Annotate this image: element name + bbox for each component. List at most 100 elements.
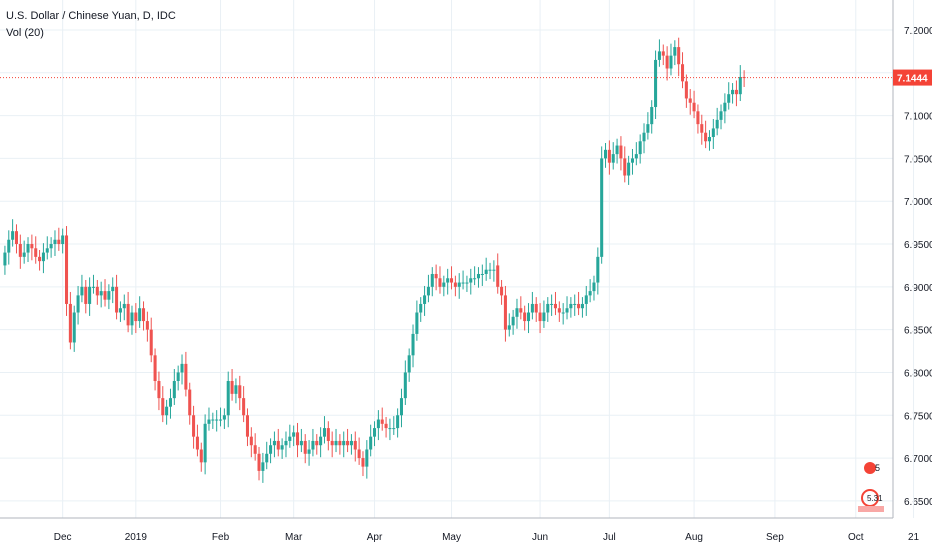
candle-body <box>322 428 326 437</box>
candle-body <box>226 381 230 416</box>
x-tick-label: Apr <box>367 532 383 543</box>
candle-body <box>219 419 223 421</box>
y-tick-label: 7.2000 <box>904 26 932 37</box>
candle-body <box>488 269 492 271</box>
event-marker-value: 5 <box>875 463 880 473</box>
candle-body <box>373 428 377 437</box>
candle-body <box>184 363 188 390</box>
candle-body <box>18 244 22 257</box>
indicator-label: Vol (20) <box>6 27 44 39</box>
candle-body <box>557 308 561 313</box>
candle-body <box>630 158 634 163</box>
candle-body <box>22 252 26 257</box>
symbol-title: U.S. Dollar / Chinese Yuan, D, IDC <box>6 10 176 22</box>
x-tick-label: Sep <box>766 532 784 543</box>
candle-body <box>376 419 380 429</box>
candle-body <box>719 111 723 120</box>
candle-body <box>303 440 307 454</box>
candle-body <box>700 124 704 133</box>
candle-body <box>68 303 72 343</box>
candle-body <box>272 440 276 446</box>
candle-body <box>353 440 357 450</box>
candle-body <box>515 308 519 317</box>
candle-body <box>296 432 300 446</box>
candle-body <box>180 363 184 373</box>
candle-body <box>265 453 269 463</box>
candle-body <box>527 312 531 322</box>
candle-body <box>326 428 330 441</box>
candle-body <box>661 51 665 56</box>
candle-body <box>168 398 172 407</box>
candle-body <box>334 440 338 446</box>
candle-body <box>234 385 238 394</box>
candle-body <box>311 440 315 450</box>
candle-body <box>172 381 176 399</box>
candle-body <box>503 295 507 330</box>
candle-body <box>734 89 738 95</box>
candle-body <box>484 269 488 274</box>
candle-body <box>14 231 18 245</box>
candle-body <box>627 162 631 176</box>
candle-body <box>492 269 496 271</box>
candle-body <box>45 248 49 253</box>
candle-body <box>654 59 658 108</box>
candle-body <box>692 102 696 112</box>
candle-body <box>423 295 427 304</box>
candle-body <box>11 231 15 240</box>
candle-body <box>157 381 161 399</box>
candle-body <box>450 278 454 283</box>
candle-body <box>30 244 34 249</box>
y-tick-label: 7.1000 <box>904 112 932 123</box>
candle-body <box>638 141 642 155</box>
candle-body <box>292 432 296 437</box>
candle-body <box>299 440 303 446</box>
candle-body <box>407 355 411 373</box>
candle-body <box>496 265 500 287</box>
candle-body <box>138 308 142 322</box>
candle-body <box>26 244 30 253</box>
candle-body <box>280 445 284 450</box>
candle-body <box>684 81 688 99</box>
y-tick-label: 6.9000 <box>904 283 932 294</box>
candle-body <box>519 308 523 313</box>
candle-body <box>584 295 588 304</box>
candle-body <box>419 303 423 313</box>
candle-body <box>611 154 615 163</box>
candle-body <box>438 278 442 287</box>
event-marker-sub: 5.31 <box>867 494 883 503</box>
candle-body <box>361 458 365 467</box>
x-tick-label: 21 <box>908 532 920 543</box>
candle-body <box>677 47 681 65</box>
candle-body <box>338 440 342 446</box>
candle-body <box>76 295 80 313</box>
candle-body <box>688 98 692 103</box>
candle-body <box>34 248 38 257</box>
candle-body <box>430 273 434 287</box>
candle-body <box>476 273 480 279</box>
candle-body <box>122 303 126 309</box>
candle-body <box>365 449 369 467</box>
candle-body <box>615 145 619 155</box>
candle-body <box>357 449 361 459</box>
candle-body <box>434 273 438 279</box>
candle-body <box>623 158 627 176</box>
candle-body <box>319 436 323 446</box>
candle-body <box>269 445 273 454</box>
candle-body <box>727 94 731 103</box>
candle-body <box>134 312 138 322</box>
candle-body <box>230 381 234 394</box>
candle-body <box>103 291 107 300</box>
y-tick-label: 6.9500 <box>904 240 932 251</box>
candle-body <box>245 415 249 437</box>
candle-body <box>41 252 45 262</box>
candle-body <box>607 149 611 163</box>
candle-body <box>665 55 669 69</box>
candle-body <box>107 291 111 300</box>
candle-body <box>461 282 465 284</box>
y-tick-label: 6.7500 <box>904 411 932 422</box>
last-price-tag <box>893 69 932 86</box>
candle-body <box>561 312 565 314</box>
candle-body <box>715 119 719 129</box>
